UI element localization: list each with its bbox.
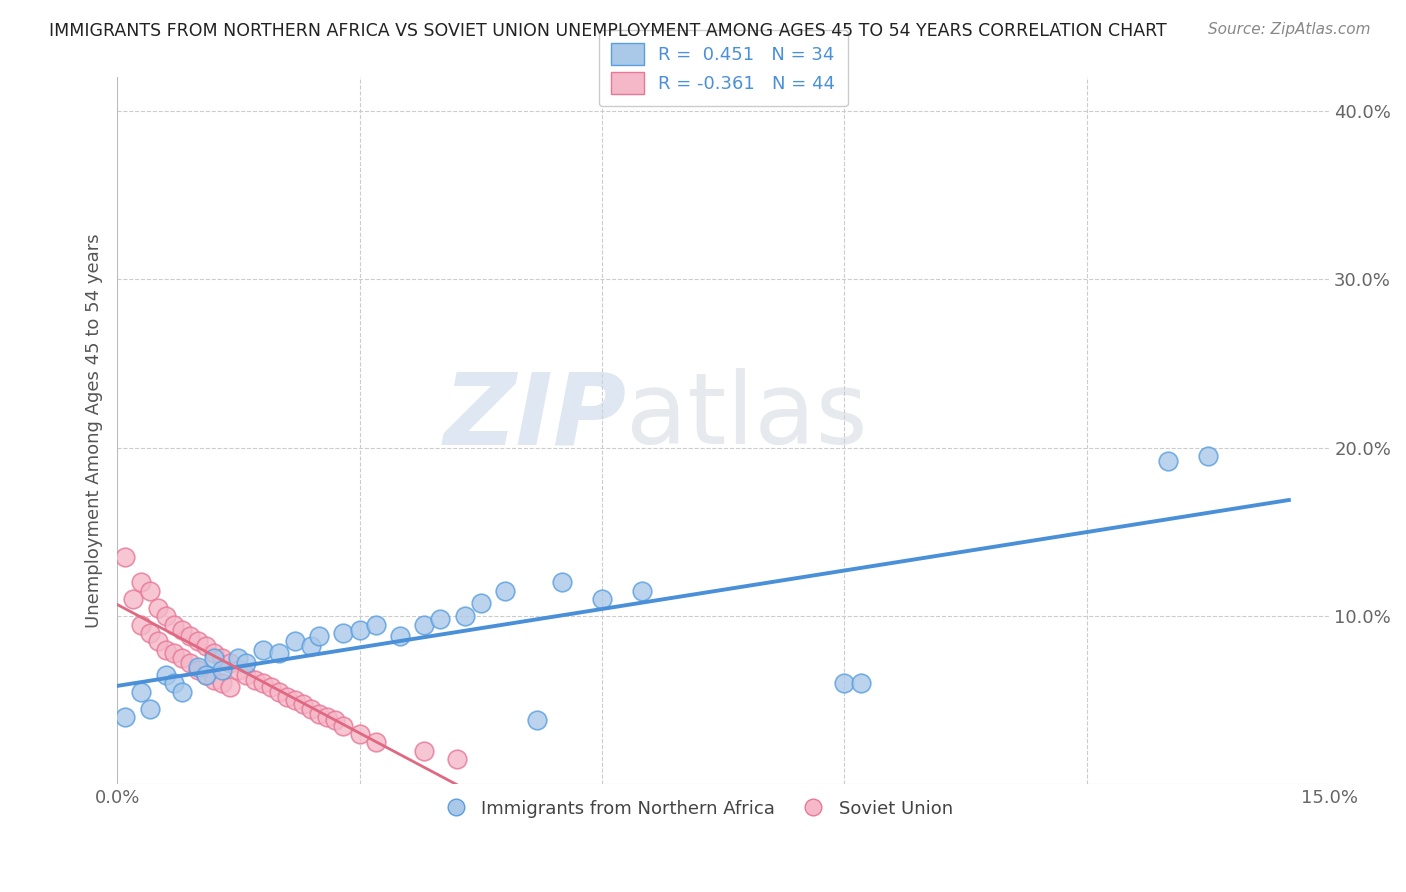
- Point: [163, 617, 186, 632]
- Point: [187, 663, 209, 677]
- Point: [494, 583, 516, 598]
- Point: [325, 714, 347, 728]
- Point: [170, 651, 193, 665]
- Point: [131, 617, 153, 632]
- Point: [146, 600, 169, 615]
- Point: [146, 634, 169, 648]
- Point: [202, 646, 225, 660]
- Point: [849, 676, 872, 690]
- Point: [155, 609, 177, 624]
- Point: [219, 680, 242, 694]
- Point: [228, 651, 250, 665]
- Point: [170, 623, 193, 637]
- Point: [202, 651, 225, 665]
- Point: [211, 676, 233, 690]
- Point: [316, 710, 339, 724]
- Point: [179, 629, 201, 643]
- Point: [114, 710, 136, 724]
- Point: [235, 668, 257, 682]
- Text: atlas: atlas: [626, 368, 868, 466]
- Point: [332, 626, 354, 640]
- Point: [429, 612, 451, 626]
- Point: [187, 659, 209, 673]
- Point: [550, 575, 572, 590]
- Point: [446, 752, 468, 766]
- Text: IMMIGRANTS FROM NORTHERN AFRICA VS SOVIET UNION UNEMPLOYMENT AMONG AGES 45 TO 54: IMMIGRANTS FROM NORTHERN AFRICA VS SOVIE…: [49, 22, 1167, 40]
- Point: [195, 668, 218, 682]
- Point: [163, 676, 186, 690]
- Point: [252, 676, 274, 690]
- Point: [1156, 454, 1178, 468]
- Point: [349, 623, 371, 637]
- Point: [131, 575, 153, 590]
- Point: [179, 657, 201, 671]
- Point: [364, 735, 387, 749]
- Point: [349, 727, 371, 741]
- Point: [276, 690, 298, 704]
- Point: [453, 609, 475, 624]
- Point: [267, 646, 290, 660]
- Point: [631, 583, 654, 598]
- Point: [526, 714, 548, 728]
- Point: [834, 676, 856, 690]
- Point: [308, 629, 330, 643]
- Point: [155, 642, 177, 657]
- Point: [138, 626, 160, 640]
- Point: [260, 680, 283, 694]
- Point: [228, 663, 250, 677]
- Point: [591, 592, 613, 607]
- Point: [364, 617, 387, 632]
- Point: [170, 685, 193, 699]
- Point: [138, 701, 160, 715]
- Point: [211, 663, 233, 677]
- Point: [163, 646, 186, 660]
- Point: [155, 668, 177, 682]
- Point: [131, 685, 153, 699]
- Point: [413, 744, 436, 758]
- Point: [413, 617, 436, 632]
- Point: [1197, 449, 1219, 463]
- Point: [202, 673, 225, 687]
- Point: [299, 701, 322, 715]
- Point: [388, 629, 411, 643]
- Point: [195, 640, 218, 654]
- Point: [299, 640, 322, 654]
- Y-axis label: Unemployment Among Ages 45 to 54 years: Unemployment Among Ages 45 to 54 years: [86, 234, 103, 628]
- Point: [470, 596, 492, 610]
- Point: [235, 657, 257, 671]
- Point: [187, 634, 209, 648]
- Point: [332, 718, 354, 732]
- Text: ZIP: ZIP: [443, 368, 626, 466]
- Point: [308, 706, 330, 721]
- Point: [252, 642, 274, 657]
- Point: [219, 657, 242, 671]
- Point: [292, 697, 315, 711]
- Point: [243, 673, 266, 687]
- Point: [114, 550, 136, 565]
- Point: [267, 685, 290, 699]
- Point: [211, 651, 233, 665]
- Point: [122, 592, 145, 607]
- Point: [284, 634, 307, 648]
- Point: [284, 693, 307, 707]
- Point: [138, 583, 160, 598]
- Legend: Immigrants from Northern Africa, Soviet Union: Immigrants from Northern Africa, Soviet …: [439, 792, 960, 825]
- Point: [195, 668, 218, 682]
- Text: Source: ZipAtlas.com: Source: ZipAtlas.com: [1208, 22, 1371, 37]
